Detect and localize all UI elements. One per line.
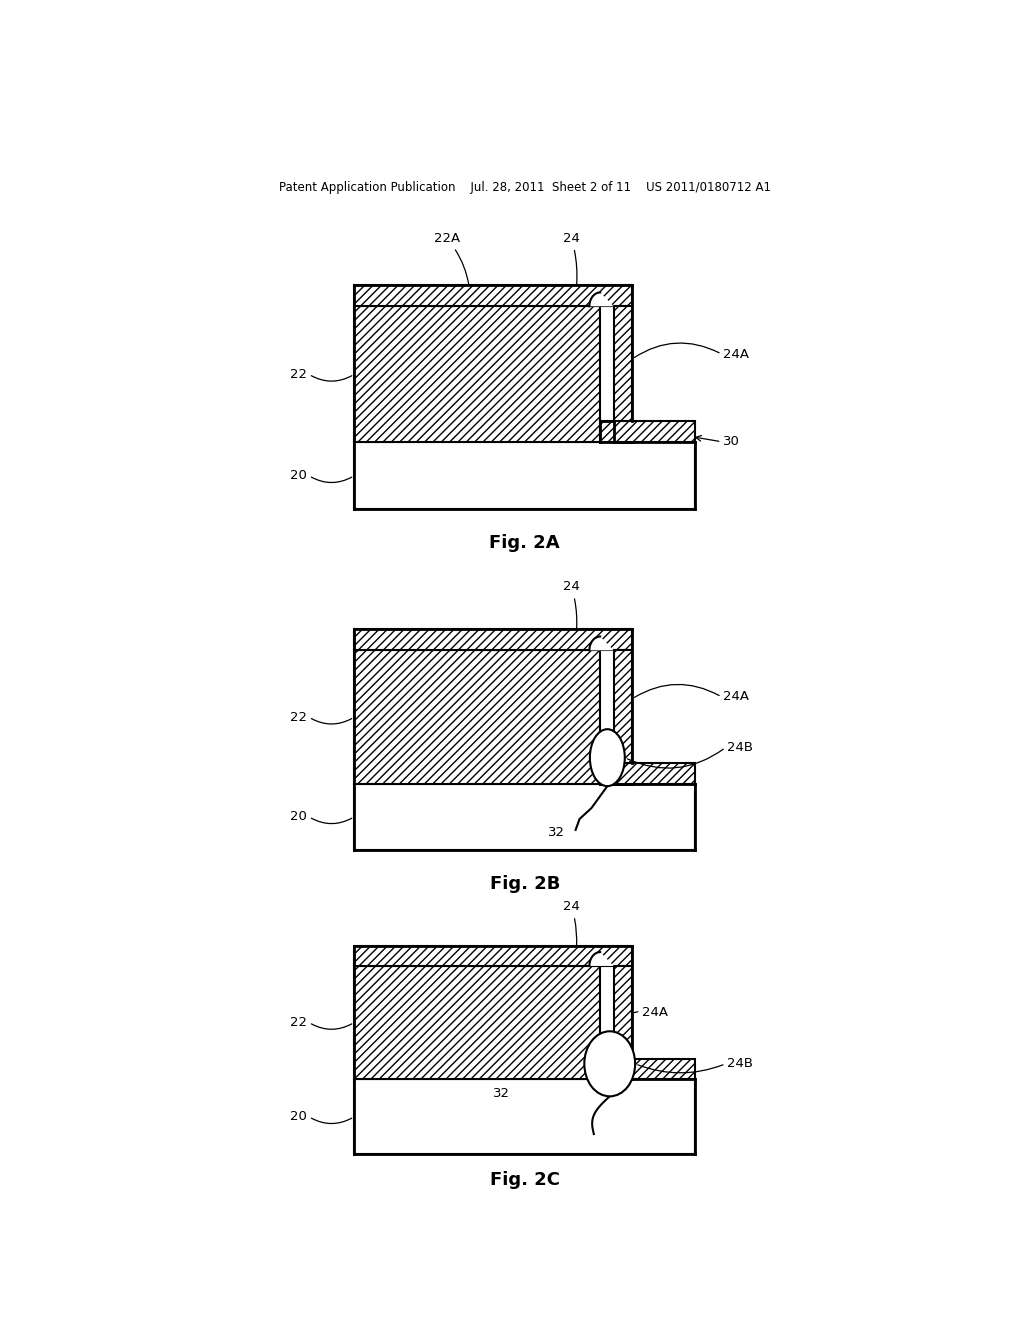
Bar [354,306,600,442]
Bar [354,945,632,966]
Bar [354,442,695,510]
Bar [613,966,632,1078]
Circle shape [585,1031,635,1097]
Bar [600,421,695,442]
Bar [354,285,632,306]
Text: 20: 20 [290,469,306,482]
Text: 24B: 24B [727,1057,754,1071]
Text: 24A: 24A [723,347,750,360]
Text: 24B: 24B [727,741,754,754]
Bar [354,784,695,850]
Text: 24: 24 [563,900,580,946]
Text: 24: 24 [563,232,580,285]
Bar [613,651,632,784]
Text: 32: 32 [493,1086,510,1100]
Text: 24: 24 [563,581,580,630]
Text: 20: 20 [290,1110,306,1123]
Bar [613,306,632,442]
Text: 30: 30 [723,436,740,449]
Bar [354,966,600,1078]
Text: Fig. 2C: Fig. 2C [489,1171,560,1189]
Text: 22A: 22A [433,232,469,285]
Text: Fig. 2B: Fig. 2B [489,875,560,892]
Text: 22: 22 [290,368,306,381]
Text: 20: 20 [290,810,306,824]
Text: 22: 22 [290,710,306,723]
Text: 22: 22 [290,1016,306,1030]
Text: Fig. 2A: Fig. 2A [489,535,560,553]
Bar [354,651,600,784]
Bar [354,1078,695,1155]
Bar [600,763,695,784]
Polygon shape [590,636,613,651]
Polygon shape [590,293,613,306]
Bar [354,630,632,651]
Text: 24A: 24A [723,690,750,704]
Text: 32: 32 [548,826,565,840]
Polygon shape [590,952,613,966]
Bar [600,1059,695,1078]
Text: Patent Application Publication    Jul. 28, 2011  Sheet 2 of 11    US 2011/018071: Patent Application Publication Jul. 28, … [279,181,771,194]
Ellipse shape [590,729,625,787]
Text: 24A: 24A [642,1006,669,1019]
